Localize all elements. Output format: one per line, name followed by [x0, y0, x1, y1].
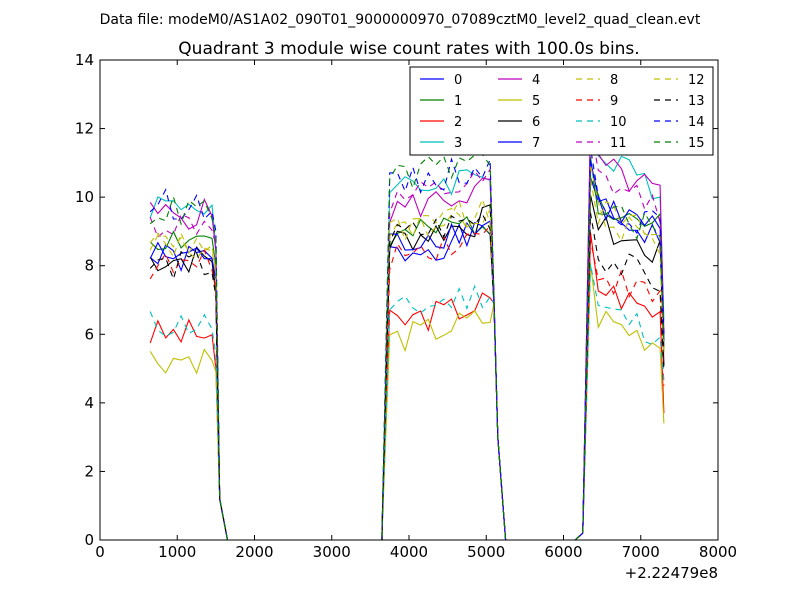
- x-tick-label: 0: [95, 543, 105, 561]
- legend-label: 0: [454, 73, 462, 88]
- legend-label: 7: [532, 136, 540, 151]
- series-line-3: [149, 126, 665, 541]
- y-tick-label: 10: [75, 188, 94, 206]
- y-tick-label: 6: [84, 325, 94, 343]
- y-tick-label: 0: [84, 531, 94, 549]
- legend-label: 8: [610, 73, 618, 88]
- legend-label: 3: [454, 136, 462, 151]
- series-line-11: [149, 127, 665, 541]
- x-tick-label: 2000: [235, 543, 273, 561]
- legend-label: 10: [610, 115, 627, 130]
- legend-label: 9: [610, 94, 618, 109]
- x-tick-label: 1000: [158, 543, 196, 561]
- chart-title: Quadrant 3 module wise count rates with …: [178, 39, 639, 59]
- x-tick-label: 6000: [544, 543, 582, 561]
- series-line-0: [149, 177, 665, 541]
- series-line-2: [149, 232, 665, 541]
- legend-label: 11: [610, 136, 627, 151]
- legend-label: 1: [454, 94, 462, 109]
- legend-label: 6: [532, 115, 540, 130]
- y-tick-label: 14: [75, 51, 94, 69]
- legend-label: 4: [532, 73, 540, 88]
- x-axis-offset-label: +2.22479e8: [625, 564, 718, 582]
- series-line-8: [149, 164, 665, 541]
- series-lines: [149, 122, 665, 541]
- chart-suptitle: Data file: modeM0/AS1A02_090T01_90000009…: [100, 12, 701, 28]
- legend-label: 15: [688, 136, 705, 151]
- series-line-5: [149, 263, 665, 541]
- legend-label: 5: [532, 94, 540, 109]
- legend-label: 14: [688, 115, 705, 130]
- series-line-10: [149, 263, 665, 541]
- legend-label: 13: [688, 94, 705, 109]
- x-tick-label: 5000: [467, 543, 505, 561]
- series-line-13: [149, 212, 665, 541]
- y-tick-label: 8: [84, 257, 94, 275]
- series-line-9: [149, 224, 665, 541]
- series-line-4: [149, 122, 665, 541]
- series-line-12: [149, 178, 665, 541]
- series-line-7: [149, 160, 665, 541]
- x-tick-label: 7000: [622, 543, 660, 561]
- y-tick-label: 12: [75, 120, 94, 138]
- axis-ticks: 0 1000 2000 3000 4000 5000 6000 7000 80000246810…: [75, 51, 737, 561]
- x-tick-label: 4000: [390, 543, 428, 561]
- series-line-6: [149, 194, 665, 541]
- y-tick-label: 2: [84, 462, 94, 480]
- x-tick-label: 8000: [699, 543, 737, 561]
- legend-box: [409, 66, 714, 156]
- x-tick-label: 3000: [313, 543, 351, 561]
- legend-label: 2: [454, 115, 462, 130]
- legend-label: 12: [688, 73, 705, 88]
- y-tick-label: 4: [84, 394, 94, 412]
- series-line-14: [149, 147, 665, 541]
- series-line-15: [149, 153, 665, 541]
